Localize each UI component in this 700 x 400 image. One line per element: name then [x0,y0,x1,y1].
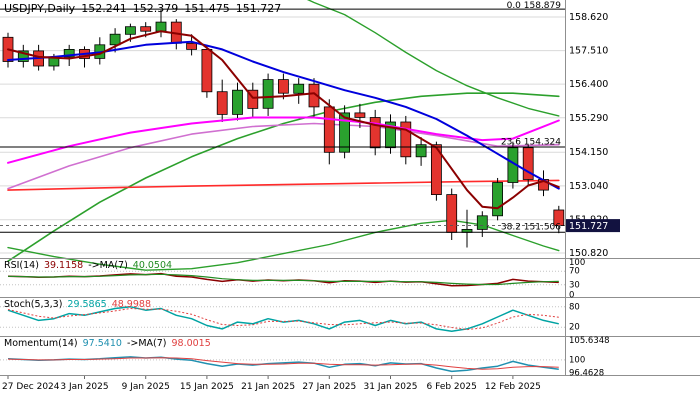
ohlc-high: 152.379 [133,2,179,15]
stoch-axis-label: 20 [569,323,580,333]
rsi-label: RSI(14) 39.1158 ->MA(7) 40.0504 [4,260,172,271]
candle [216,79,228,122]
price-axis-label: 153.040 [569,181,608,192]
candle [522,144,534,186]
candle [415,137,427,166]
rsi-label-ma_value: 40.0504 [133,260,172,271]
momentum-ma-line [7,357,559,370]
rsi-axis-label: 70 [569,267,580,277]
rsi-label-value: 39.1158 [44,260,83,271]
candle [369,109,381,156]
price-axis-label: 157.510 [569,46,608,57]
stoch-label-value2: 48.9988 [112,299,151,310]
rsi-axis-label: 0 [569,291,574,301]
fib-label: 23.6 154.324 [501,137,561,147]
momentum-label-ma_value: 98.0015 [171,338,210,349]
stoch-label-value: 29.5865 [67,299,106,310]
candle [339,105,351,159]
price-axis-label: 150.820 [569,248,608,259]
price-axis-label: 155.290 [569,113,608,124]
candle [277,73,289,100]
momentum-axis-label: 100 [569,355,585,365]
candle [109,28,121,53]
candle [232,82,243,121]
stoch-axis-label: 80 [569,302,580,312]
price-axis-label: 156.400 [569,79,608,90]
candle [492,177,504,221]
ohlc-close: 151.727 [236,2,282,15]
fib-label: 38.2 151.506 [501,223,561,233]
current-price-value: 151.727 [569,221,608,232]
price-axis-label: 154.150 [569,147,608,158]
momentum-label: Momentum(14) 97.5410 ->MA(7) 98.0015 [4,338,211,349]
stoch-signal-line [7,308,559,331]
darkred-ma-line [7,30,560,210]
momentum-label-value: 97.5410 [83,338,122,349]
magenta-ma-line [7,116,560,164]
time-axis-label: 12 Feb 2025 [485,382,541,392]
green-slow-ma-line [7,92,560,263]
blue-ma-line [7,40,560,190]
rsi-axis-label: 100 [569,258,585,268]
rsi-label-ma_name: ->MA(7) [88,260,128,271]
red-flat-ma-line [7,179,560,191]
stoch-label: Stoch(5,3,3) 29.5865 48.9988 [4,299,151,310]
candle [186,34,198,56]
time-axis-label: 9 Jan 2025 [122,382,170,392]
rsi-axis-label: 30 [569,280,580,290]
stoch-main-line [7,306,559,333]
momentum-label-name: Momentum(14) [4,338,78,349]
time-axis-label: 27 Dec 2024 [2,382,60,392]
rsi-label-name: RSI(14) [4,260,39,271]
time-axis-label: 3 Jan 2025 [60,382,108,392]
violet-ma-line [7,122,560,190]
stoch-label-name: Stoch(5,3,3) [4,299,62,310]
green-upper-band-line [306,0,560,117]
fib-label: 0.0 158.879 [507,1,562,11]
candle [247,82,259,118]
current-price-badge [566,219,620,233]
candle [323,99,335,165]
time-axis-label: 27 Jan 2025 [302,382,356,392]
candle [354,103,366,129]
ohlc-symbol: USDJPY,Daily [4,2,76,15]
time-axis-label: 21 Jan 2025 [241,382,295,392]
ohlc-readout: USDJPY,Daily 152.241 152.379 151.475 151.727 [4,2,281,15]
candle [430,141,442,201]
ohlc-low: 151.475 [184,2,230,15]
time-axis-label: 6 Feb 2025 [427,382,477,392]
price-axis[interactable] [566,0,700,376]
momentum-label-ma_name: ->MA(7) [127,338,167,349]
time-axis[interactable] [0,376,700,400]
momentum-axis-label: 105.6348 [569,336,610,346]
momentum-axis-label: 96.4628 [569,369,604,379]
candle [400,115,412,165]
candle [201,44,213,98]
time-axis-label: 31 Jan 2025 [364,382,418,392]
ohlc-open: 152.241 [81,2,127,15]
candle [262,73,274,116]
candle [293,78,305,104]
candle [17,44,29,68]
rsi-ma-line [7,273,559,286]
time-axis-label: 15 Jan 2025 [180,382,234,392]
price-axis-label: 158.620 [569,12,608,23]
candle [308,78,320,118]
